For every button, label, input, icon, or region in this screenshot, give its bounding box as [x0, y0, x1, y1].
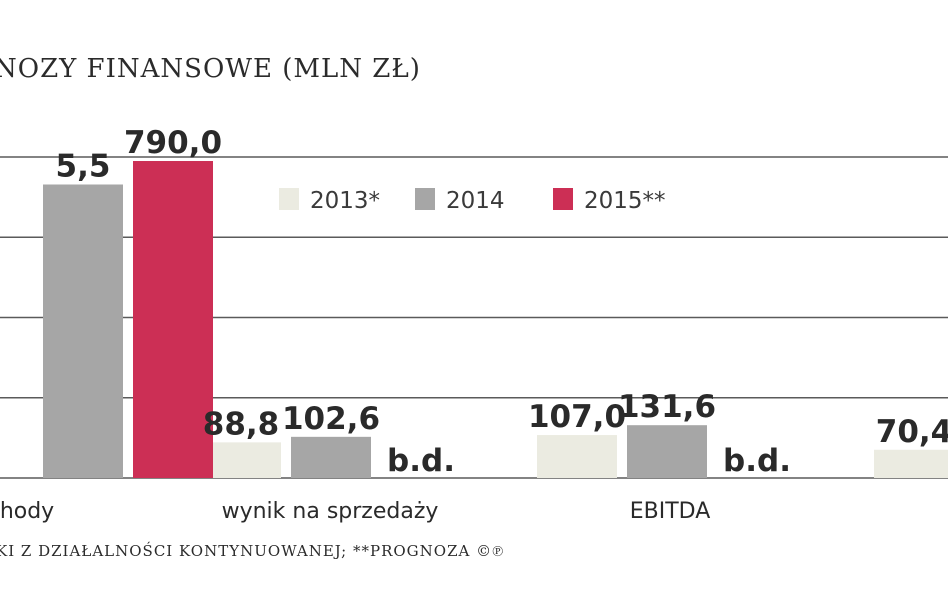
bars — [43, 161, 948, 478]
bar — [43, 184, 123, 478]
legend-item: 2015** — [553, 188, 666, 214]
bar — [627, 425, 707, 478]
bar-value-label: 88,8 — [203, 406, 280, 442]
bar — [291, 436, 371, 478]
bar-value-label: 5,5 — [56, 148, 111, 184]
legend-item: 2014 — [415, 188, 505, 214]
chart-footnote: KI Z DZIAŁALNOŚCI KONTYNUOWANEJ; **PROGN… — [0, 542, 505, 560]
legend-label: 2015** — [584, 188, 666, 214]
no-data-label: b.d. — [723, 443, 791, 479]
bar — [201, 442, 281, 478]
legend-swatch — [415, 188, 435, 210]
legend: 2013* 2014 2015** — [279, 188, 666, 214]
legend-label: 2013* — [310, 188, 380, 214]
category-label: EBITDA — [630, 499, 711, 524]
category-labels: hody wynik na sprzedaży EBITDA — [0, 499, 710, 524]
value-labels: 88,8 107,0 70,4 5,5 102,6 131,6 790,0 b.d. b.d. — [56, 125, 948, 479]
bar-value-label: 102,6 — [282, 401, 380, 437]
legend-swatch — [279, 188, 299, 210]
legend-swatch — [553, 188, 573, 210]
bar-value-label: 107,0 — [528, 399, 626, 435]
bar — [133, 161, 213, 478]
no-data-label: b.d. — [387, 443, 455, 479]
legend-item: 2013* — [279, 188, 380, 214]
bar — [874, 449, 948, 478]
bar-value-label: 131,6 — [618, 389, 716, 425]
category-label: wynik na sprzedaży — [222, 499, 439, 524]
bar — [537, 435, 617, 478]
category-label: hody — [0, 499, 54, 524]
bar-value-label: 790,0 — [124, 125, 222, 161]
chart-title: NOZY FINANSOWE (MLN ZŁ) — [0, 54, 421, 84]
legend-label: 2014 — [446, 188, 505, 214]
bar-value-label: 70,4 — [876, 414, 948, 450]
